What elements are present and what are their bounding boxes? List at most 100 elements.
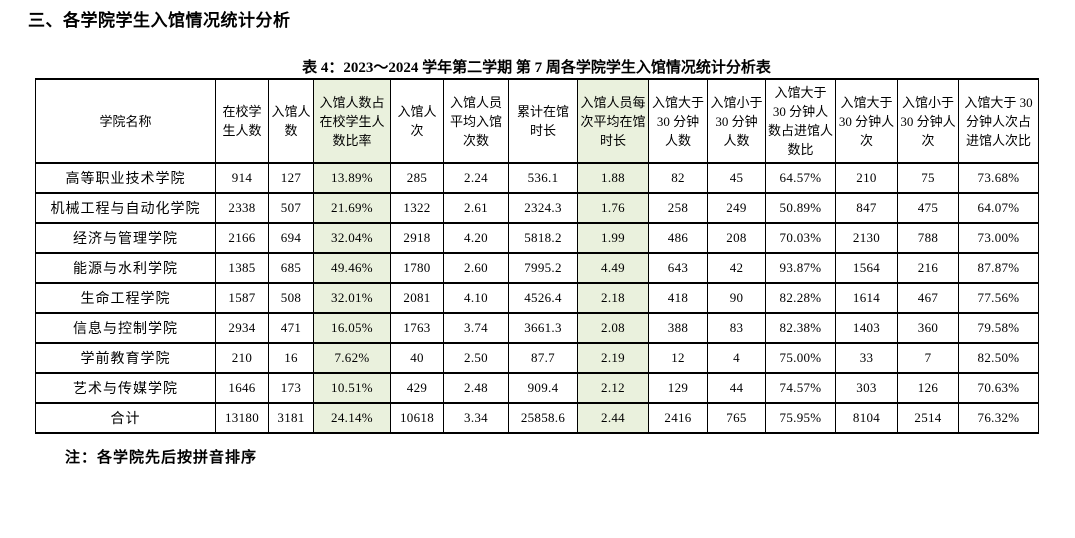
value-cell: 2.18 — [577, 282, 649, 314]
column-header: 在校学生人数 — [215, 78, 269, 164]
value-cell: 536.1 — [508, 162, 578, 194]
value-cell: 75 — [897, 162, 959, 194]
value-cell: 1.76 — [577, 192, 649, 224]
column-header: 入馆大于 30 分钟人数占进馆人数比 — [765, 78, 836, 164]
value-cell: 75.95% — [765, 402, 836, 434]
value-cell: 2934 — [215, 312, 269, 344]
value-cell: 914 — [215, 162, 269, 194]
library-entry-stats-table: 学院名称 在校学生人数 入馆人数 入馆人数占在校学生人数比率 入馆人次 入馆人员平均入馆次… — [35, 78, 1039, 434]
column-header: 入馆人数占在校学生人数比率 — [313, 78, 391, 164]
column-header: 入馆小于 30 分钟人数 — [707, 78, 766, 164]
value-cell: 50.89% — [765, 192, 836, 224]
value-cell: 1587 — [215, 282, 269, 314]
value-cell: 1322 — [390, 192, 444, 224]
value-cell: 127 — [268, 162, 314, 194]
value-cell: 16 — [268, 342, 314, 374]
college-name-cell: 学前教育学院 — [35, 342, 216, 374]
value-cell: 685 — [268, 252, 314, 284]
college-name-cell: 艺术与传媒学院 — [35, 372, 216, 404]
value-cell: 7.62% — [313, 342, 391, 374]
college-name-cell: 机械工程与自动化学院 — [35, 192, 216, 224]
table-row: 艺术与传媒学院 1646 173 10.51% 429 2.48 909.4 2.12 129 4… — [35, 372, 1039, 404]
value-cell: 2.61 — [443, 192, 509, 224]
table-row: 机械工程与自动化学院 2338 507 21.69% 1322 2.61 2324.3 1.7… — [35, 192, 1039, 224]
table-row: 学前教育学院 210 16 7.62% 40 2.50 87.7 2.19 12 4 75.00% 3… — [35, 342, 1039, 374]
table-row: 能源与水利学院 1385 685 49.46% 1780 2.60 7995.2 4.49 64… — [35, 252, 1039, 284]
footnote: 注：各学院先后按拼音排序 — [65, 450, 258, 466]
value-cell: 249 — [707, 192, 766, 224]
value-cell: 76.32% — [958, 402, 1039, 434]
value-cell: 1780 — [390, 252, 444, 284]
table-body: 高等职业技术学院 914 127 13.89% 285 2.24 536.1 1.88 82 45… — [35, 162, 1039, 434]
value-cell: 173 — [268, 372, 314, 404]
value-cell: 49.46% — [313, 252, 391, 284]
value-cell: 1614 — [835, 282, 898, 314]
value-cell: 7995.2 — [508, 252, 578, 284]
value-cell: 909.4 — [508, 372, 578, 404]
value-cell: 2166 — [215, 222, 269, 254]
column-header: 入馆小于 30 分钟人次 — [897, 78, 959, 164]
value-cell: 2324.3 — [508, 192, 578, 224]
value-cell: 8104 — [835, 402, 898, 434]
value-cell: 87.87% — [958, 252, 1039, 284]
value-cell: 360 — [897, 312, 959, 344]
value-cell: 2.44 — [577, 402, 649, 434]
value-cell: 471 — [268, 312, 314, 344]
college-name-cell: 高等职业技术学院 — [35, 162, 216, 194]
value-cell: 64.57% — [765, 162, 836, 194]
table-row: 生命工程学院 1587 508 32.01% 2081 4.10 4526.4 2.18 418… — [35, 282, 1039, 314]
column-header: 入馆人员每次平均在馆时长 — [577, 78, 649, 164]
table-caption: 表 4：2023～2024 学年第二学期 第 7 周各学院学生入馆情况统计分析表 — [302, 60, 771, 76]
value-cell: 64.07% — [958, 192, 1039, 224]
value-cell: 70.03% — [765, 222, 836, 254]
value-cell: 210 — [215, 342, 269, 374]
value-cell: 2514 — [897, 402, 959, 434]
value-cell: 93.87% — [765, 252, 836, 284]
value-cell: 216 — [897, 252, 959, 284]
college-name-cell: 信息与控制学院 — [35, 312, 216, 344]
value-cell: 475 — [897, 192, 959, 224]
value-cell: 1385 — [215, 252, 269, 284]
table-header-row: 学院名称 在校学生人数 入馆人数 入馆人数占在校学生人数比率 入馆人次 入馆人员平均入馆次… — [35, 78, 1039, 164]
value-cell: 45 — [707, 162, 766, 194]
value-cell: 2.48 — [443, 372, 509, 404]
value-cell: 73.00% — [958, 222, 1039, 254]
value-cell: 4 — [707, 342, 766, 374]
value-cell: 32.01% — [313, 282, 391, 314]
value-cell: 10.51% — [313, 372, 391, 404]
value-cell: 25858.6 — [508, 402, 578, 434]
value-cell: 847 — [835, 192, 898, 224]
value-cell: 788 — [897, 222, 959, 254]
value-cell: 208 — [707, 222, 766, 254]
value-cell: 388 — [648, 312, 708, 344]
value-cell: 3.74 — [443, 312, 509, 344]
value-cell: 44 — [707, 372, 766, 404]
column-header: 入馆大于 30 分钟人次占进馆人次比 — [958, 78, 1039, 164]
value-cell: 3.34 — [443, 402, 509, 434]
value-cell: 2416 — [648, 402, 708, 434]
section-heading: 三、各学院学生入馆情况统计分析 — [28, 11, 291, 31]
value-cell: 7 — [897, 342, 959, 374]
value-cell: 2.24 — [443, 162, 509, 194]
value-cell: 2.12 — [577, 372, 649, 404]
value-cell: 2.60 — [443, 252, 509, 284]
value-cell: 24.14% — [313, 402, 391, 434]
table-row: 经济与管理学院 2166 694 32.04% 2918 4.20 5818.2 1.99 48… — [35, 222, 1039, 254]
value-cell: 70.63% — [958, 372, 1039, 404]
value-cell: 3181 — [268, 402, 314, 434]
value-cell: 90 — [707, 282, 766, 314]
value-cell: 32.04% — [313, 222, 391, 254]
value-cell: 694 — [268, 222, 314, 254]
value-cell: 1564 — [835, 252, 898, 284]
column-header: 入馆大于 30 分钟人数 — [648, 78, 708, 164]
value-cell: 2130 — [835, 222, 898, 254]
value-cell: 21.69% — [313, 192, 391, 224]
value-cell: 285 — [390, 162, 444, 194]
value-cell: 765 — [707, 402, 766, 434]
value-cell: 73.68% — [958, 162, 1039, 194]
value-cell: 258 — [648, 192, 708, 224]
value-cell: 42 — [707, 252, 766, 284]
value-cell: 418 — [648, 282, 708, 314]
value-cell: 429 — [390, 372, 444, 404]
value-cell: 87.7 — [508, 342, 578, 374]
